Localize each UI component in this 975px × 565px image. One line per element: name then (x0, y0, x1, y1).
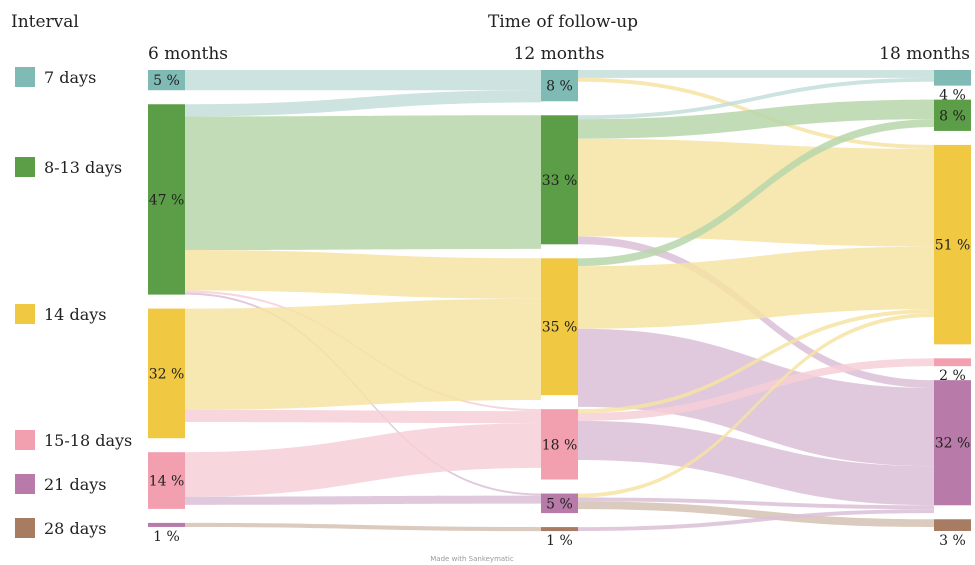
flow-12-months-d14-to-d21 (578, 328, 934, 467)
flow-12-months-d15-to-d21 (578, 420, 934, 506)
node-label-18-months-d14: 51 % (935, 238, 971, 254)
credit-text: Made with Sankeymatic (430, 555, 514, 563)
node-12-months-d15 (541, 409, 578, 480)
flows-layer (185, 70, 934, 532)
node-18-months-d7 (934, 70, 971, 86)
stage-label-12-months: 12 months (514, 44, 605, 64)
node-18-months-d8 (934, 99, 971, 131)
nodes-layer: 5 %47 %32 %14 %1 %8 %33 %35 %18 %5 %1 %4… (148, 70, 971, 549)
node-6-months-d15 (148, 452, 185, 509)
flow-6-months-d8-to-d8 (185, 115, 541, 251)
legend-label-d7: 7 days (44, 68, 96, 87)
flow-6-months-d21-to-d28 (185, 522, 541, 532)
node-label-6-months-d21: 1 % (153, 529, 180, 545)
node-18-months-d15 (934, 358, 971, 367)
legend-title: Interval (11, 12, 79, 32)
node-label-12-months-d21: 5 % (546, 496, 573, 512)
node-label-12-months-d14: 35 % (542, 320, 578, 336)
flow-12-months-d15-to-d15 (578, 358, 934, 421)
legend-label-d15: 15-18 days (44, 431, 132, 450)
node-12-months-d28 (541, 527, 578, 532)
node-label-18-months-d21: 32 % (935, 436, 971, 452)
node-label-18-months-d28: 3 % (939, 533, 966, 549)
flow-6-months-d14-to-d15 (185, 409, 541, 424)
flow-12-months-d14-to-d14 (578, 246, 934, 329)
legend-swatch-d8 (15, 157, 35, 177)
legend-swatch-d21 (15, 474, 35, 494)
node-label-12-months-d8: 33 % (542, 173, 578, 189)
flow-12-months-d14-to-d8 (578, 119, 934, 267)
node-label-6-months-d15: 14 % (149, 474, 185, 490)
flow-6-months-d14-to-d14 (185, 298, 541, 410)
node-12-months-d21 (541, 493, 578, 514)
flow-12-months-d28-to-d21 (578, 509, 934, 531)
node-label-6-months-d8: 47 % (149, 192, 185, 208)
flow-12-months-d7-to-d7 (578, 70, 934, 78)
legend-swatch-d7 (15, 67, 35, 87)
node-18-months-d14 (934, 144, 971, 345)
flow-12-months-d21-to-d21 (578, 497, 934, 510)
node-18-months-d28 (934, 519, 971, 531)
flow-12-months-d8-to-d8 (578, 99, 934, 139)
flow-6-months-d7-to-d7 (185, 70, 541, 91)
legend-label-d14: 14 days (44, 305, 106, 324)
node-18-months-d21 (934, 380, 971, 506)
node-label-12-months-d28: 1 % (546, 533, 573, 549)
node-12-months-d8 (541, 115, 578, 245)
node-label-6-months-d14: 32 % (149, 366, 185, 382)
flow-6-months-d15-to-d15 (185, 423, 541, 497)
legend-swatch-d15 (15, 430, 35, 450)
flow-12-months-d15-to-d14 (578, 309, 934, 414)
node-label-12-months-d7: 8 % (546, 79, 573, 95)
legend-swatch-d28 (15, 518, 35, 538)
legend-swatch-d14 (15, 304, 35, 324)
flow-6-months-d8-to-d7 (185, 90, 541, 117)
node-6-months-d21 (148, 522, 185, 527)
chart-title: Time of follow-up (488, 12, 638, 32)
flow-12-months-d21-to-d14 (578, 313, 934, 498)
legend: 7 days 8-13 days 14 days 15-18 days 21 days 2… (15, 67, 132, 538)
legend-label-d28: 28 days (44, 519, 106, 538)
legend-label-d21: 21 days (44, 475, 106, 494)
flow-6-months-d15-to-d21 (185, 495, 541, 505)
node-6-months-d7 (148, 70, 185, 91)
legend-label-d8: 8-13 days (44, 158, 122, 177)
node-12-months-d7 (541, 70, 578, 102)
stage-label-6-months: 6 months (148, 44, 228, 64)
stage-label-18-months: 18 months (879, 44, 970, 64)
node-label-12-months-d15: 18 % (542, 437, 578, 453)
flow-6-months-d8-to-d14 (185, 250, 541, 299)
node-label-18-months-d8: 8 % (939, 108, 966, 124)
flow-12-months-d21-to-d28 (578, 501, 934, 528)
node-12-months-d14 (541, 258, 578, 396)
node-6-months-d8 (148, 104, 185, 295)
node-label-6-months-d7: 5 % (153, 73, 180, 89)
node-6-months-d14 (148, 308, 185, 439)
flow-12-months-d8-to-d7 (578, 77, 934, 120)
